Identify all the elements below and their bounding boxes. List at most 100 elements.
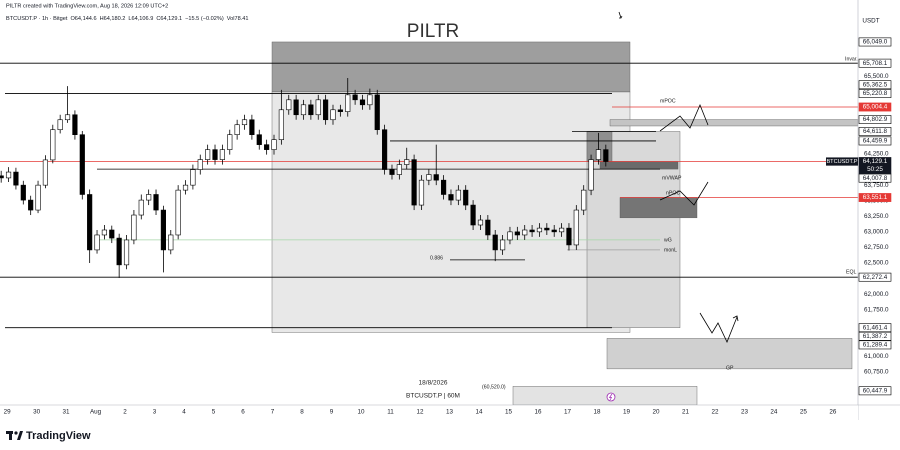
x-tick-label: 7 xyxy=(271,409,275,416)
price-tag: 63,551.1 xyxy=(863,194,888,201)
x-tick-label: 24 xyxy=(770,409,778,416)
candle-body xyxy=(241,119,248,126)
candle-body xyxy=(42,159,49,186)
price-tag-box xyxy=(858,331,892,341)
price-tag-box xyxy=(858,58,892,68)
symbol-tag: BTCUSDT.P xyxy=(826,159,857,165)
logo-icon xyxy=(6,431,23,440)
y-tick-label: 60,750.0 xyxy=(864,369,889,376)
legend-low: L64,106.9 xyxy=(128,16,153,22)
x-tick-label: 25 xyxy=(800,409,808,416)
x-tick-label: 26 xyxy=(829,409,837,416)
price-tag-box xyxy=(858,102,892,112)
candle-body xyxy=(212,149,218,160)
y-tick-label: 62,500.0 xyxy=(864,260,889,267)
footer-bg xyxy=(0,420,900,450)
candle-body xyxy=(190,169,196,186)
candle-body xyxy=(404,159,410,165)
candle-body xyxy=(35,184,41,211)
annotation: nPOC xyxy=(666,190,680,196)
candle-body xyxy=(529,229,535,233)
candle-body xyxy=(455,189,461,201)
candle-body xyxy=(558,227,565,233)
x-tick-label: 14 xyxy=(475,409,483,416)
price-tag: 64,007.8 xyxy=(863,175,888,182)
x-tick-label: 29 xyxy=(4,409,12,416)
time-axis-bg xyxy=(0,405,858,420)
candle-body xyxy=(382,129,388,170)
annotation: (60,520.0) xyxy=(482,384,506,390)
legend-change: −15.5 (−0.02%) xyxy=(185,16,224,22)
candle-body xyxy=(566,227,572,246)
chart-title: PILTR xyxy=(407,21,459,42)
x-tick-label: 21 xyxy=(682,409,690,416)
price-tag: 65,708.1 xyxy=(863,60,888,67)
candle-body xyxy=(345,94,351,112)
logo-shape xyxy=(9,431,12,440)
zone xyxy=(271,91,631,333)
candle-body xyxy=(374,94,380,131)
y-tick-label: 64,250.0 xyxy=(864,151,889,158)
candle-body xyxy=(492,234,498,251)
candle-body xyxy=(441,179,447,195)
candle-body xyxy=(227,134,233,150)
candle-body xyxy=(411,159,417,206)
candle-body xyxy=(470,204,476,226)
price-tag: 65,362.5 xyxy=(863,81,888,88)
x-tick-label: 2 xyxy=(123,409,127,416)
candle-body xyxy=(595,149,602,160)
candle-body xyxy=(219,149,225,160)
x-tick-label: 8 xyxy=(300,409,304,416)
y-tick-label: 63,000.0 xyxy=(864,229,889,236)
x-tick-label: 19 xyxy=(623,409,631,416)
x-tick-label: 31 xyxy=(63,409,71,416)
annotation: 0.886 xyxy=(430,255,443,261)
event-icon[interactable] xyxy=(606,392,616,402)
y-tick-label: 61,750.0 xyxy=(864,306,889,313)
candle-body xyxy=(64,114,71,121)
candle-body xyxy=(337,109,343,112)
candle-body xyxy=(234,124,240,135)
zone xyxy=(512,386,698,406)
price-tag-box xyxy=(858,136,892,146)
price-tag-box xyxy=(858,127,892,136)
cursor-mark xyxy=(618,11,623,19)
price-tag: 64,802.9 xyxy=(863,116,888,123)
candle-body xyxy=(278,109,284,140)
price-tag: 65,004.4 xyxy=(863,104,888,111)
axes: 29 30 31 Aug 2 3 4 5 6 7 8 9 10 11 12 13 14 15 16 17 18 19 20 2… xyxy=(4,37,892,416)
price-tag: 62,272.4 xyxy=(863,274,888,281)
candle-body xyxy=(249,119,255,135)
y-tick-label: 63,250.0 xyxy=(864,213,889,220)
price-tag-box xyxy=(858,386,892,396)
projection-path xyxy=(659,103,709,132)
candle-body xyxy=(168,234,174,251)
price-axis-bg xyxy=(858,0,900,420)
price-tag: 66,049.0 xyxy=(863,39,888,46)
candle-body xyxy=(477,219,484,226)
candle-body xyxy=(485,219,491,236)
x-tick-label: 4 xyxy=(182,409,186,416)
candle-body xyxy=(264,144,270,150)
price-tag-box xyxy=(858,115,892,124)
candle-body xyxy=(286,99,292,111)
x-tick-label: 12 xyxy=(416,409,424,416)
x-tick-label: 18 xyxy=(593,409,601,416)
price-tag-box xyxy=(858,89,892,98)
candle-body xyxy=(323,99,329,121)
candle-body xyxy=(308,104,314,116)
price-tag: 60,447.9 xyxy=(863,387,888,394)
candle-body xyxy=(396,164,402,175)
x-tick-label: 6 xyxy=(241,409,245,416)
candle-body xyxy=(57,119,63,131)
candle-body xyxy=(205,149,211,160)
legend-volume: Vol78.41 xyxy=(227,16,249,22)
logo-shape xyxy=(17,431,23,440)
watermark-date: 18/8/2026 xyxy=(419,380,448,387)
candle-body xyxy=(367,94,373,106)
candle-body xyxy=(426,174,432,181)
annotation: Invar. xyxy=(845,56,858,62)
logo-shape xyxy=(14,431,18,435)
x-tick-label: 22 xyxy=(711,409,719,416)
x-tick-label: 11 xyxy=(387,409,394,416)
